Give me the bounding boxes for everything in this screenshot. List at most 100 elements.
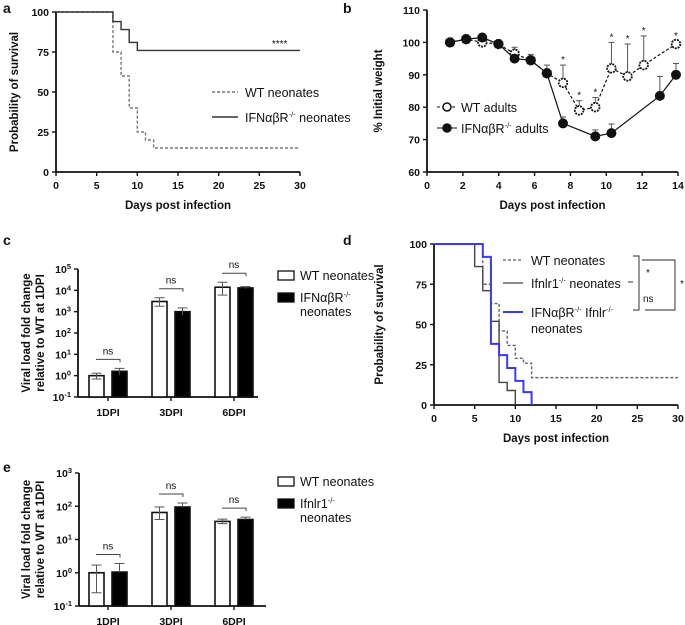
- y-tick-label: 10-1: [54, 599, 72, 613]
- data-point: [606, 128, 617, 139]
- y-tick-label: 10-1: [53, 390, 71, 404]
- y-tick-label: 103: [55, 305, 71, 319]
- legend-label: IFNαβR-/- neonates: [245, 110, 351, 125]
- x-tick-label: 15: [172, 180, 184, 192]
- x-tick-label: 15: [550, 413, 562, 425]
- legend-label: WT neonates: [245, 86, 319, 100]
- panel-label-d: d: [343, 232, 352, 248]
- y-tick-label: 101: [56, 533, 72, 547]
- y-tick-label: 50: [415, 320, 427, 332]
- data-point: [477, 32, 488, 43]
- data-point: [606, 63, 617, 74]
- data-point: [654, 90, 665, 101]
- significance-label: ns: [229, 260, 240, 271]
- x-axis-label: Days post infection: [499, 200, 605, 212]
- data-point: [622, 71, 633, 82]
- y-tick-label: 100: [409, 239, 427, 251]
- legend-label-text: IFNαβR: [300, 291, 344, 305]
- y-tick-label: 60: [408, 167, 420, 179]
- legend-label-sup: -/-: [505, 121, 513, 130]
- survival-curve-1: [434, 243, 517, 405]
- significance-annotation: ****: [272, 39, 288, 50]
- significance-label: *: [680, 279, 684, 290]
- legend-label-sup: -/-: [575, 305, 583, 314]
- legend-label-after: adults: [512, 122, 549, 136]
- significance-bracket: [633, 255, 640, 311]
- y-tick-label: 110: [403, 5, 420, 17]
- legend-label-sup: -/-: [289, 110, 297, 119]
- x-axis-label: Days post infection: [503, 433, 609, 445]
- bar: [111, 571, 128, 607]
- significance-star: *: [609, 32, 613, 43]
- bar: [151, 300, 168, 398]
- y-axis-label: Viral load fold change: [21, 480, 33, 599]
- y-axis-label: relative to WT at 1DPI: [35, 274, 47, 392]
- survival-curve-0: [434, 243, 678, 379]
- data-point: [445, 37, 455, 48]
- legend-label: WT adults: [461, 101, 517, 115]
- legend-swatch: [277, 270, 295, 281]
- x-tick-label: 30: [672, 413, 684, 425]
- significance-label: ns: [103, 541, 114, 552]
- legend-label: WT neonates: [531, 254, 605, 268]
- panel-label-e: e: [3, 459, 11, 475]
- bar: [214, 520, 231, 607]
- legend-label-text: IFNαβR: [531, 306, 575, 320]
- x-tick-label: 25: [253, 180, 265, 192]
- y-tick-label: 101: [55, 347, 71, 361]
- y-tick-label: 25: [415, 360, 427, 372]
- legend-label: Ifnlr1-/- neonates: [531, 276, 621, 291]
- significance-label: ns: [103, 346, 114, 357]
- significance-label: ns: [166, 276, 177, 287]
- x-tick-label: 0: [424, 180, 430, 192]
- x-tick-label: 20: [591, 413, 603, 425]
- y-axis-label: Probability of survival: [9, 32, 21, 152]
- legend-label-text: Ifnlr1: [300, 497, 328, 511]
- bar: [174, 310, 191, 398]
- legend-label-after: neonates: [296, 111, 351, 125]
- data-point: [541, 68, 552, 79]
- significance-bracket: [159, 288, 184, 292]
- y-tick-label: 103: [56, 466, 72, 480]
- legend-label: IFNαβR-/- Ifnlr-/-: [531, 305, 614, 320]
- x-tick-label: 8: [568, 180, 574, 192]
- y-axis-label: Probability of survival: [374, 264, 386, 384]
- significance-label: ns: [229, 495, 240, 506]
- y-tick-label: 80: [408, 102, 420, 114]
- data-point: [525, 55, 536, 66]
- significance-bracket: [96, 553, 121, 558]
- data-point: [557, 77, 569, 89]
- survival-curve-0: [56, 11, 300, 149]
- legend-label-text: IFNαβR: [461, 122, 505, 136]
- significance-star: *: [642, 26, 646, 37]
- legend-label: WT neonates: [300, 269, 374, 283]
- significance-star: *: [626, 34, 630, 45]
- bar: [174, 506, 191, 607]
- x-tick-label: 2: [460, 180, 466, 192]
- x-tick-label: 5: [94, 180, 100, 192]
- data-point: [670, 38, 682, 50]
- significance-bracket: [222, 272, 247, 277]
- y-tick-label: 75: [37, 47, 49, 59]
- significance-bracket: [159, 493, 184, 498]
- legend-label-line2: neonates: [531, 322, 582, 336]
- x-tick-label: 4: [496, 180, 502, 192]
- x-tick-label: 0: [53, 180, 59, 192]
- legend-label-text: WT neonates: [245, 86, 319, 100]
- x-tick-label: 20: [213, 180, 225, 192]
- x-tick-label: 6: [532, 180, 538, 192]
- x-tick-label: 25: [631, 413, 643, 425]
- data-point: [590, 131, 601, 142]
- x-tick-label: 12: [636, 180, 648, 192]
- significance-star: *: [674, 31, 678, 42]
- legend-marker: [442, 102, 452, 112]
- x-tick-label: 10: [509, 413, 521, 425]
- panel-label-c: c: [3, 232, 11, 248]
- legend-label: WT neonates: [300, 475, 374, 489]
- legend-swatch: [277, 476, 295, 487]
- legend-label-text: Ifnlr1: [531, 277, 559, 291]
- significance-bracket: [222, 507, 247, 512]
- survival-curve-2: [434, 243, 533, 405]
- y-axis-label: relative to WT at 1DPI: [35, 481, 47, 599]
- significance-star: *: [561, 55, 565, 66]
